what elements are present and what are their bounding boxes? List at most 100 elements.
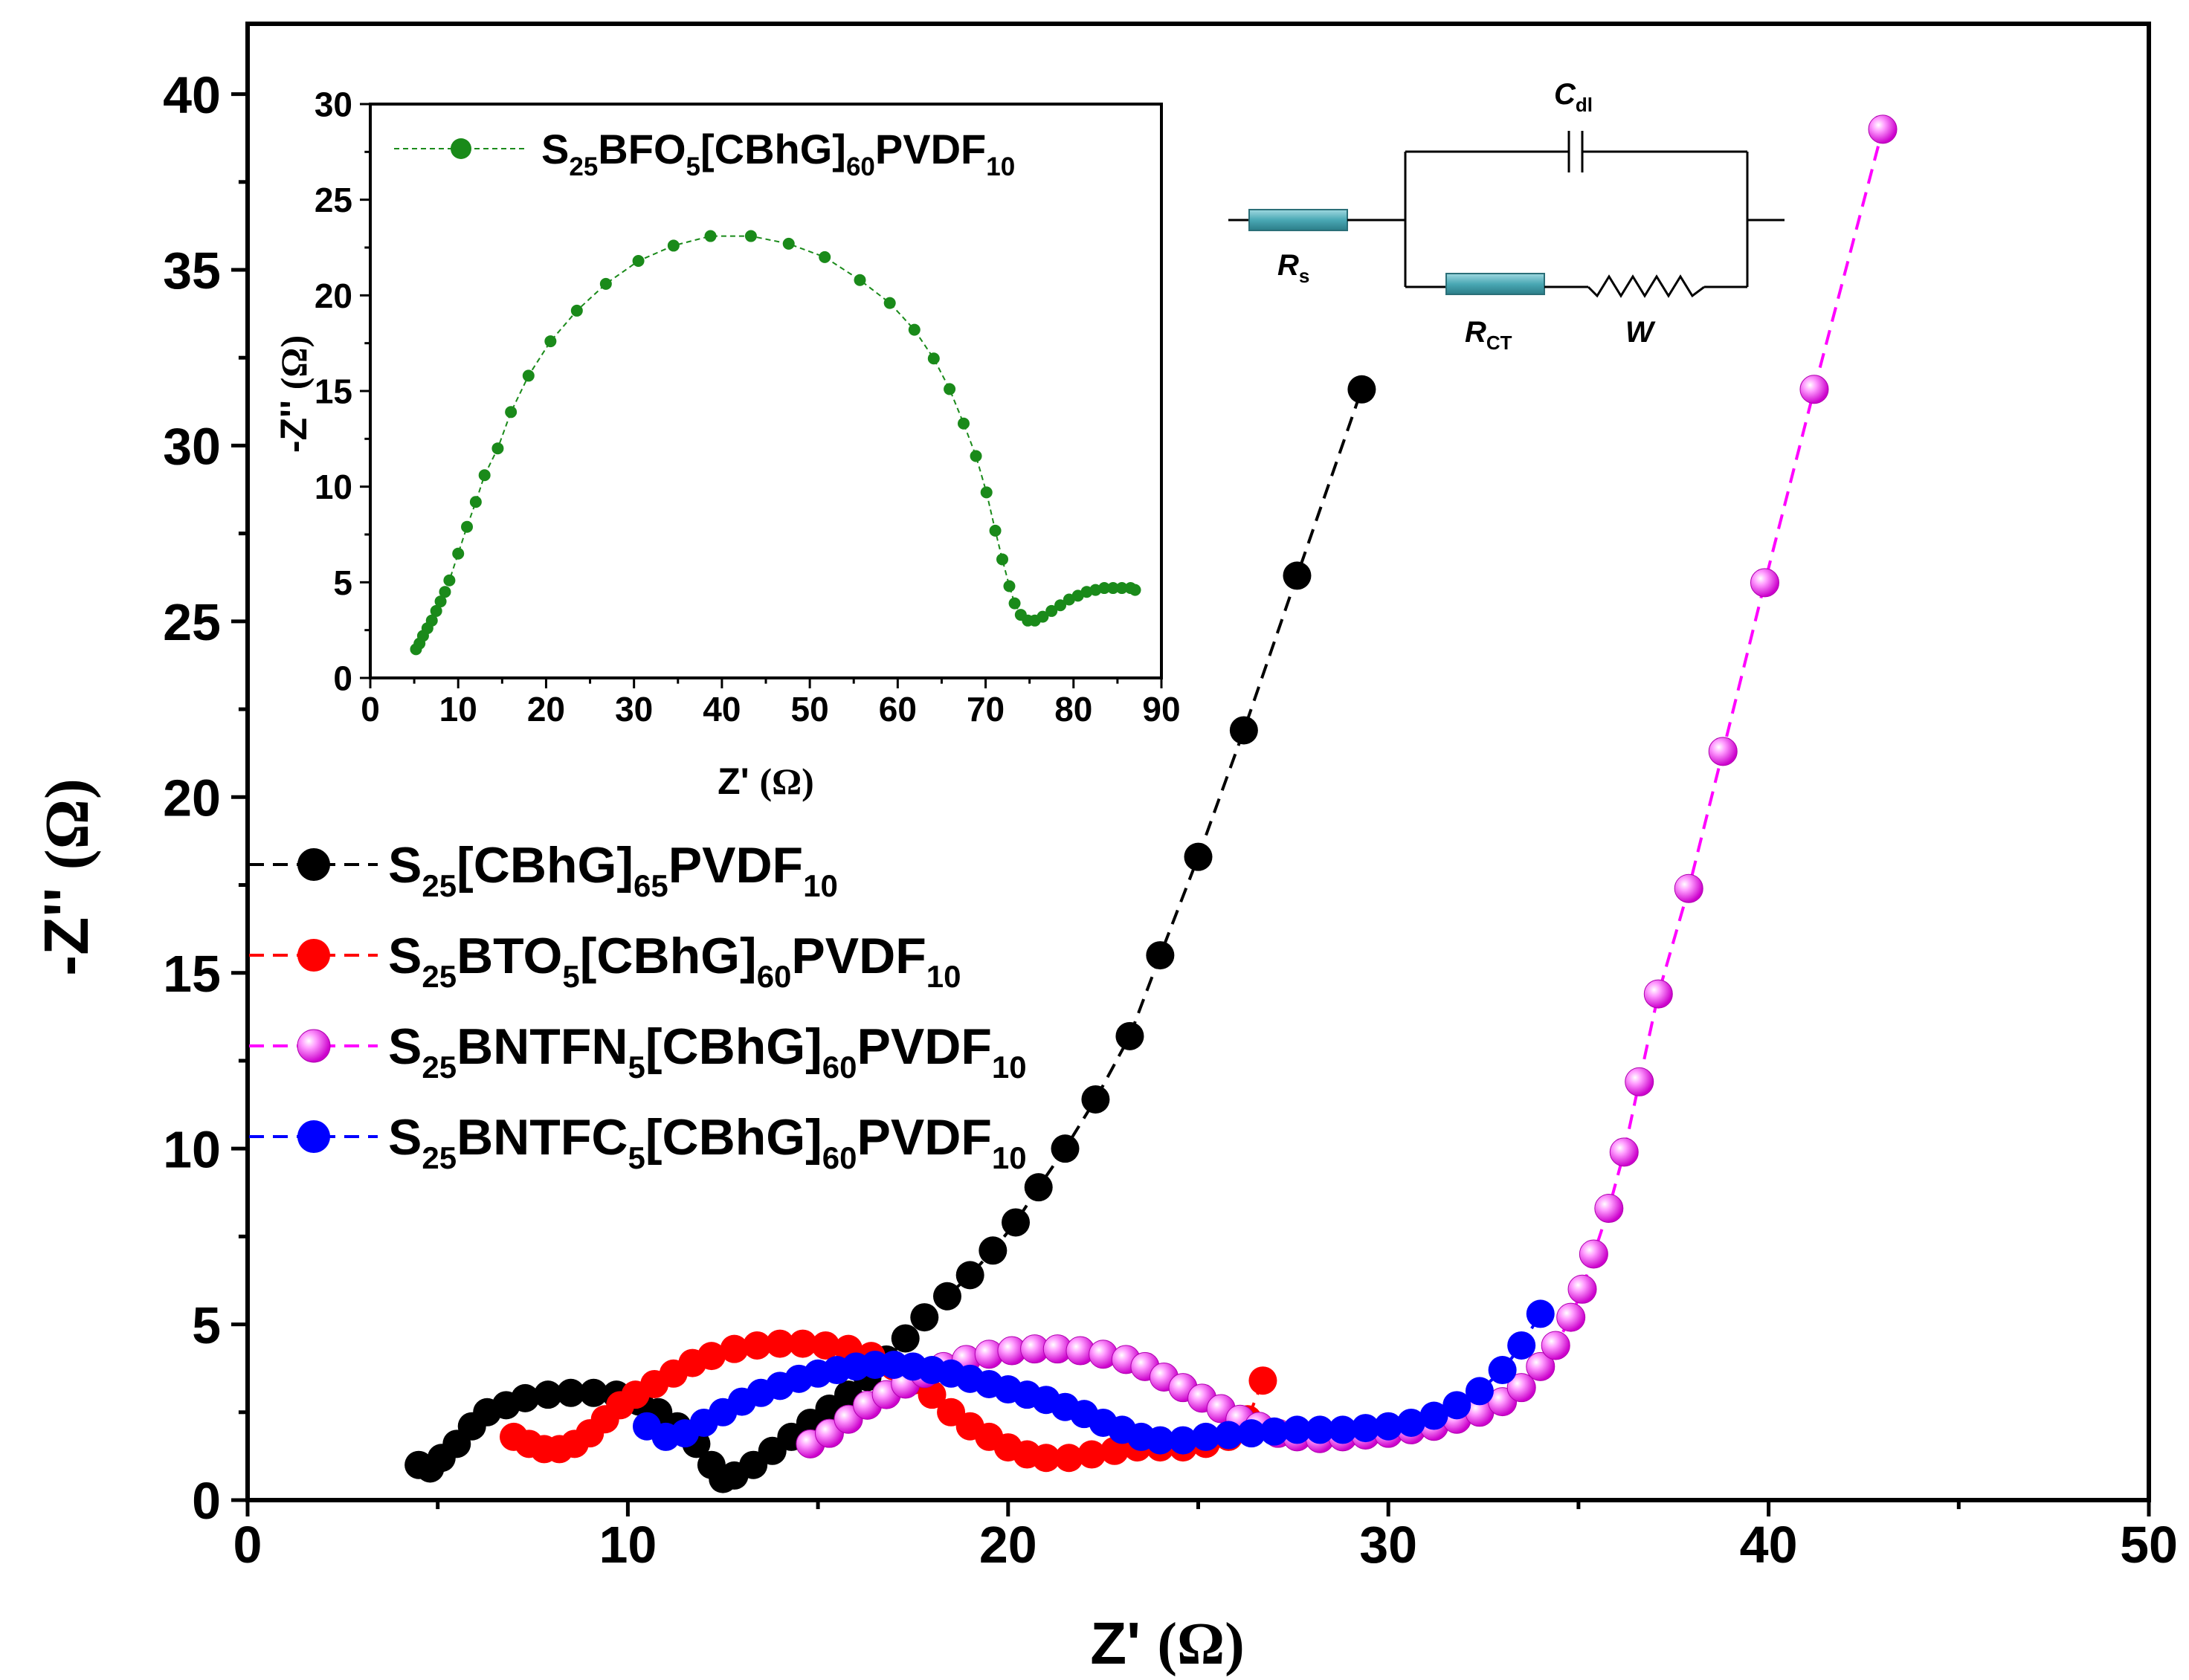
data-point-s25bfo5-cbhg-60pvdf10 [505,406,518,419]
y-tick-label: 15 [163,945,221,1003]
data-point-s25-cbhg-65pvdf10 [1184,842,1213,871]
y-tick-label: 10 [315,468,352,506]
data-point-s25bfo5-cbhg-60pvdf10 [451,138,471,159]
data-point-s25bfo5-cbhg-60pvdf10 [599,277,612,290]
data-point-s25bfo5-cbhg-60pvdf10 [704,230,717,242]
data-point-s25bto5-cbhg-60pvdf10 [297,939,330,972]
legend-label-s25bto5-cbhg-60pvdf10: S25BTO5[CBhG]60PVDF10 [388,928,961,994]
y-tick-label: 25 [315,181,352,219]
series-s25bfo5-cbhg-60pvdf10 [410,230,1141,656]
inset-background [370,104,1161,678]
y-tick-label: 5 [333,563,352,602]
data-point-s25-cbhg-65pvdf10 [297,848,330,881]
y-tick-label: 40 [163,66,221,124]
resistor-rct [1445,273,1545,295]
data-point-s25bntfc5-cbhg-60pvdf10 [1507,1331,1536,1360]
data-point-s25bntfc5-cbhg-60pvdf10 [1214,1421,1243,1450]
data-point-s25bfo5-cbhg-60pvdf10 [632,255,645,268]
data-point-s25bntfn5-cbhg-60pvdf10 [1594,1194,1624,1224]
data-point-s25-cbhg-65pvdf10 [556,1378,585,1407]
data-point-s25-cbhg-65pvdf10 [955,1261,984,1290]
y-tick-label: 15 [315,372,352,411]
data-point-s25bfo5-cbhg-60pvdf10 [1129,584,1141,596]
data-point-s25bfo5-cbhg-60pvdf10 [927,352,940,365]
data-point-s25bntfn5-cbhg-60pvdf10 [1708,737,1738,766]
y-tick-label: 5 [192,1296,221,1354]
x-tick-label: 60 [879,690,917,728]
data-point-s25bfo5-cbhg-60pvdf10 [667,239,680,252]
data-point-s25bntfn5-cbhg-60pvdf10 [1609,1137,1639,1167]
data-point-s25bfo5-cbhg-60pvdf10 [1098,582,1111,595]
x-tick-label: 70 [967,690,1005,728]
data-point-s25bntfn5-cbhg-60pvdf10 [1625,1067,1654,1096]
inset-series-group [410,230,1141,656]
main-legend: S25[CBhG]65PVDF10 S25BTO5[CBhG]60PVDF10 S2… [249,837,1027,1175]
y-tick-label: 20 [315,277,352,315]
data-point-s25bfo5-cbhg-60pvdf10 [854,274,866,286]
data-point-s25bntfc5-cbhg-60pvdf10 [1169,1426,1198,1455]
x-tick-label: 10 [439,690,477,728]
data-point-s25bntfn5-cbhg-60pvdf10 [1868,114,1898,144]
data-point-s25bfo5-cbhg-60pvdf10 [744,230,757,242]
data-point-s25-cbhg-65pvdf10 [1051,1134,1080,1163]
data-point-s25bntfn5-cbhg-60pvdf10 [1750,568,1779,598]
data-point-s25bfo5-cbhg-60pvdf10 [434,595,447,608]
data-point-s25bfo5-cbhg-60pvdf10 [544,335,557,348]
legend-label-s25-cbhg-65pvdf10: S25[CBhG]65PVDF10 [388,837,838,903]
data-point-s25-cbhg-65pvdf10 [1081,1085,1110,1114]
circuit-label-w: W [1625,316,1656,349]
data-point-s25-cbhg-65pvdf10 [932,1282,961,1311]
x-tick-label: 0 [233,1516,262,1574]
data-point-s25bfo5-cbhg-60pvdf10 [1008,597,1021,610]
y-tick-label: 0 [192,1472,221,1530]
data-point-s25bfo5-cbhg-60pvdf10 [989,524,1002,537]
legend-item-s25-cbhg-65pvdf10: S25[CBhG]65PVDF10 [249,837,838,903]
data-point-s25bfo5-cbhg-60pvdf10 [1115,582,1128,595]
data-point-s25bntfc5-cbhg-60pvdf10 [1442,1391,1471,1420]
data-point-s25bto5-cbhg-60pvdf10 [1248,1366,1277,1395]
circuit-label-rs: Rs [1277,249,1309,287]
data-point-s25bntfc5-cbhg-60pvdf10 [1419,1401,1448,1430]
legend-label-s25bntfn5-cbhg-60pvdf10: S25BNTFN5[CBhG]60PVDF10 [388,1018,1027,1085]
x-tick-label: 20 [979,1516,1037,1574]
data-point-s25bto5-cbhg-60pvdf10 [811,1331,840,1360]
data-point-s25bntfc5-cbhg-60pvdf10 [1396,1408,1425,1437]
legend-label-s25bfo5-cbhg-60pvdf10: S25BFO5[CBhG]60PVDF10 [541,126,1015,181]
data-point-s25bfo5-cbhg-60pvdf10 [944,383,956,395]
warburg-element [1587,274,1705,298]
x-tick-label: 30 [615,690,653,728]
data-point-s25bntfc5-cbhg-60pvdf10 [1191,1422,1220,1451]
y-tick-label: 20 [163,769,221,827]
data-point-s25bntfn5-cbhg-60pvdf10 [1506,1373,1536,1403]
data-point-s25bto5-cbhg-60pvdf10 [788,1329,817,1358]
equivalent-circuit-diagram: Cdl Rs RCT W [1228,78,1785,354]
data-point-s25bfo5-cbhg-60pvdf10 [1037,610,1049,623]
data-point-s25-cbhg-65pvdf10 [1115,1021,1144,1050]
data-point-s25bntfc5-cbhg-60pvdf10 [1237,1419,1266,1448]
y-tick-label: 10 [163,1120,221,1178]
data-point-s25-cbhg-65pvdf10 [891,1324,920,1353]
data-point-s25bto5-cbhg-60pvdf10 [1054,1444,1083,1473]
data-point-s25bntfc5-cbhg-60pvdf10 [1526,1299,1555,1328]
x-tick-label: 80 [1054,690,1092,728]
inset-legend: S25BFO5[CBhG]60PVDF10 [394,126,1015,181]
x-tick-label: 10 [599,1516,657,1574]
data-point-s25bntfn5-cbhg-60pvdf10 [1579,1239,1608,1269]
x-tick-label: 20 [527,690,565,728]
data-point-s25bfo5-cbhg-60pvdf10 [970,450,982,462]
data-point-s25-cbhg-65pvdf10 [1002,1208,1031,1237]
series-s25bntfc5-cbhg-60pvdf10 [632,1299,1555,1455]
data-point-s25bfo5-cbhg-60pvdf10 [980,486,993,499]
data-point-s25-cbhg-65pvdf10 [910,1303,939,1332]
data-point-s25bfo5-cbhg-60pvdf10 [425,614,438,627]
data-point-s25bfo5-cbhg-60pvdf10 [461,520,474,533]
data-point-s25bfo5-cbhg-60pvdf10 [452,547,465,560]
x-tick-label: 40 [1740,1516,1798,1574]
data-point-s25bntfc5-cbhg-60pvdf10 [1260,1417,1289,1446]
main-y-axis-label: -Z'' (Ω) [31,778,102,976]
x-tick-label: 30 [1359,1516,1417,1574]
data-point-s25bntfn5-cbhg-60pvdf10 [1567,1274,1597,1304]
data-point-s25-cbhg-65pvdf10 [1347,375,1376,404]
data-point-s25-cbhg-65pvdf10 [579,1378,608,1407]
